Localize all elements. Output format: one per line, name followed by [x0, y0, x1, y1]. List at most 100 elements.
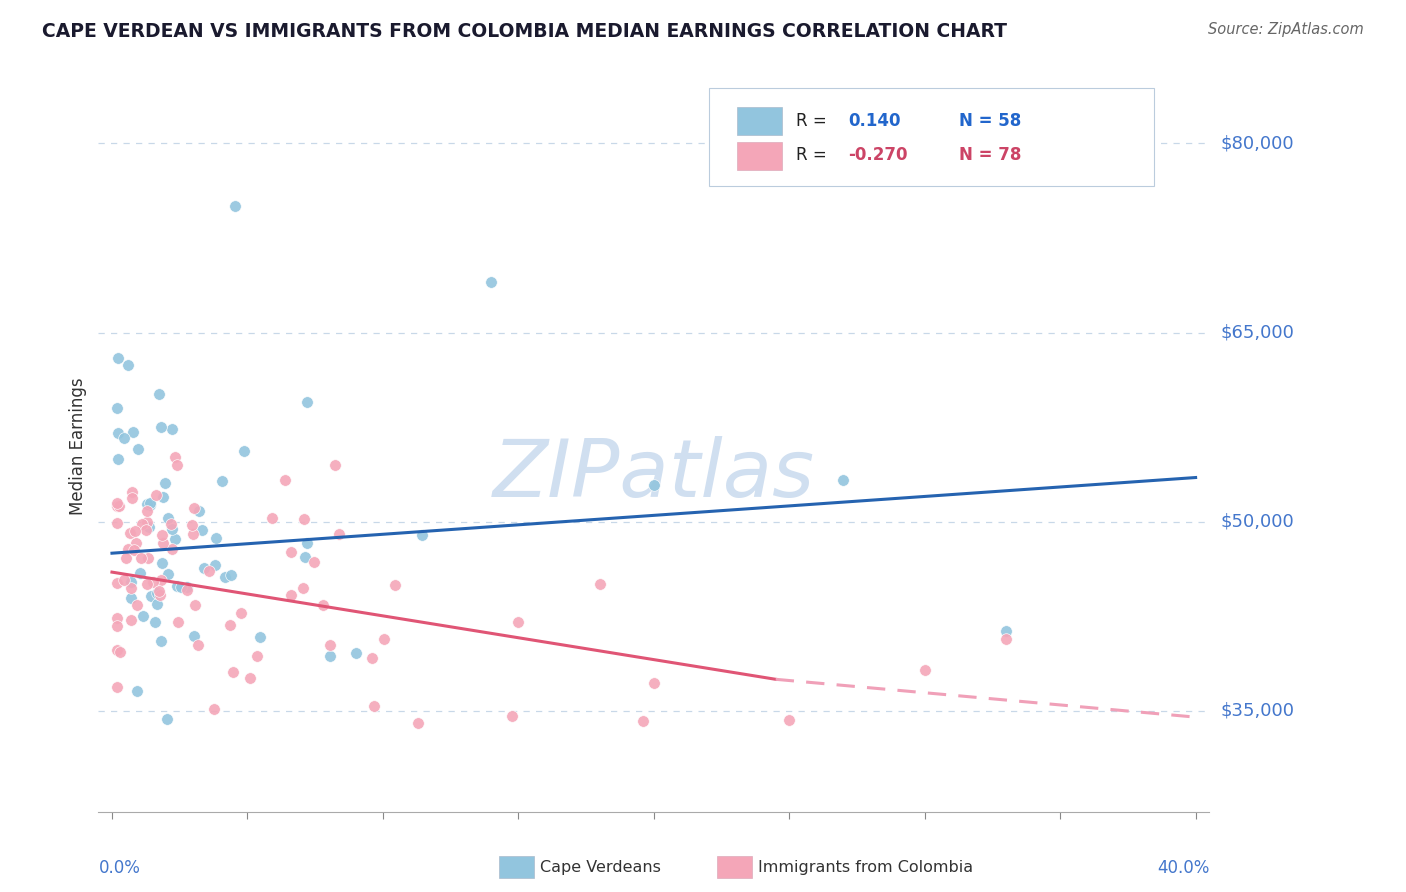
Text: Source: ZipAtlas.com: Source: ZipAtlas.com	[1208, 22, 1364, 37]
Point	[129, 551, 152, 566]
FancyBboxPatch shape	[710, 87, 1154, 186]
Point	[125, 598, 148, 612]
Text: $35,000: $35,000	[1220, 702, 1295, 720]
Point	[176, 582, 198, 597]
Point	[145, 586, 167, 600]
Point	[214, 570, 236, 584]
Point	[159, 516, 181, 531]
Text: CAPE VERDEAN VS IMMIGRANTS FROM COLOMBIA MEDIAN EARNINGS CORRELATION CHART: CAPE VERDEAN VS IMMIGRANTS FROM COLOMBIA…	[42, 22, 1007, 41]
Text: ZIPatlas: ZIPatlas	[492, 436, 815, 515]
Point	[291, 581, 314, 595]
Point	[406, 715, 429, 730]
Point	[219, 567, 242, 582]
Point	[384, 578, 406, 592]
Point	[297, 395, 319, 409]
Text: $50,000: $50,000	[1220, 513, 1294, 531]
Text: 0.140: 0.140	[848, 112, 901, 129]
Point	[108, 644, 131, 658]
Point	[125, 536, 148, 550]
Point	[160, 422, 183, 436]
Point	[193, 560, 215, 574]
Point	[122, 542, 145, 557]
Point	[588, 577, 610, 591]
Point	[166, 579, 188, 593]
Point	[222, 665, 245, 680]
Point	[280, 588, 302, 602]
Text: $80,000: $80,000	[1220, 135, 1294, 153]
Point	[138, 519, 160, 533]
Text: Cape Verdeans: Cape Verdeans	[540, 860, 661, 874]
Point	[135, 516, 157, 530]
Point	[131, 608, 153, 623]
Point	[148, 583, 170, 598]
Point	[170, 581, 193, 595]
Point	[914, 663, 936, 677]
Text: 0.0%: 0.0%	[98, 859, 141, 877]
Point	[180, 518, 202, 533]
Point	[501, 709, 523, 723]
Point	[233, 444, 256, 458]
Point	[121, 591, 143, 606]
Point	[105, 643, 128, 657]
Point	[107, 351, 129, 365]
Point	[127, 442, 149, 457]
Point	[239, 671, 262, 685]
Point	[323, 458, 346, 472]
Point	[131, 516, 153, 531]
Text: 40.0%: 40.0%	[1157, 859, 1209, 877]
Point	[280, 545, 302, 559]
Text: N = 58: N = 58	[959, 112, 1022, 129]
Point	[117, 541, 139, 556]
Point	[139, 499, 162, 513]
Point	[153, 476, 176, 491]
Point	[205, 531, 228, 545]
Point	[631, 714, 654, 729]
Point	[115, 551, 138, 566]
Point	[204, 558, 226, 573]
Point	[246, 649, 269, 664]
Point	[328, 526, 350, 541]
Point	[994, 624, 1017, 638]
Y-axis label: Median Earnings: Median Earnings	[69, 377, 87, 515]
Point	[167, 615, 190, 629]
Point	[183, 629, 205, 643]
Point	[302, 555, 325, 569]
Point	[124, 524, 146, 539]
Point	[294, 550, 316, 565]
Point	[117, 358, 139, 372]
Point	[152, 535, 174, 549]
Point	[107, 426, 129, 441]
Point	[156, 712, 179, 726]
Point	[143, 615, 166, 630]
Point	[136, 497, 159, 511]
Point	[149, 574, 172, 588]
Text: N = 78: N = 78	[959, 146, 1022, 164]
Point	[128, 566, 150, 580]
Point	[105, 619, 128, 633]
Point	[197, 564, 219, 578]
Point	[112, 573, 135, 587]
Text: Immigrants from Colombia: Immigrants from Colombia	[758, 860, 973, 874]
Point	[152, 491, 174, 505]
Bar	[737, 107, 782, 135]
Text: -0.270: -0.270	[848, 146, 908, 164]
Point	[112, 431, 135, 445]
Point	[157, 566, 180, 581]
Point	[176, 580, 198, 594]
Point	[157, 510, 180, 524]
Point	[292, 512, 315, 526]
Point	[121, 613, 143, 627]
Point	[211, 475, 233, 489]
Point	[191, 523, 214, 537]
Point	[361, 651, 384, 665]
Point	[224, 199, 246, 213]
Point	[127, 683, 149, 698]
Point	[108, 499, 131, 513]
Point	[778, 713, 800, 727]
Point	[105, 516, 128, 530]
Point	[120, 574, 142, 589]
Point	[105, 401, 128, 416]
Point	[105, 495, 128, 509]
Text: $65,000: $65,000	[1220, 324, 1294, 342]
Point	[163, 532, 186, 546]
